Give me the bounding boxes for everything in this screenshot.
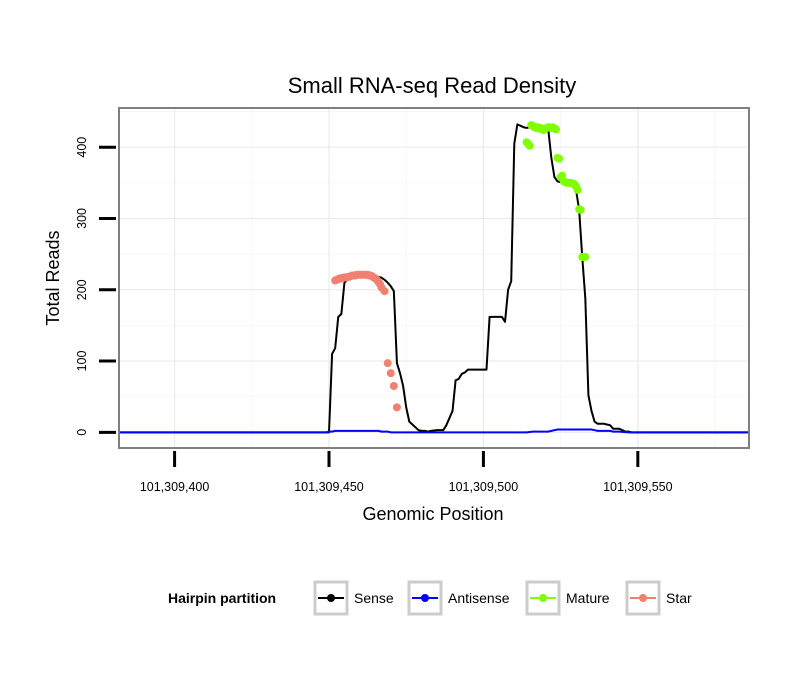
legend-label-sense: Sense	[354, 590, 394, 606]
x-tick-label: 101,309,500	[449, 480, 519, 494]
x-tick-label: 101,309,450	[294, 480, 364, 494]
data-point-star	[383, 359, 392, 368]
x-tick-label: 101,309,550	[603, 480, 673, 494]
y-axis-title: Total Reads	[43, 230, 63, 325]
y-axis: 0 100 200 300 400	[75, 137, 116, 436]
data-point-mature	[581, 252, 590, 261]
data-point-mature	[573, 185, 582, 194]
legend-label-star: Star	[666, 590, 692, 606]
y-tick-label: 400	[75, 137, 89, 158]
data-point-star	[389, 381, 398, 390]
y-tick-label: 300	[75, 208, 89, 229]
legend-label-antisense: Antisense	[448, 590, 510, 606]
data-point-mature	[576, 205, 585, 214]
legend-label-mature: Mature	[566, 590, 610, 606]
data-point-mature	[551, 125, 560, 134]
legend-key-star	[625, 580, 661, 616]
chart-title: Small RNA-seq Read Density	[288, 73, 577, 98]
y-tick-label: 0	[75, 429, 89, 436]
legend-key-point-star	[639, 594, 647, 602]
series-line-antisense	[119, 428, 749, 434]
legend-key-point-antisense	[421, 594, 429, 602]
plot-border	[118, 107, 750, 449]
y-tick-label: 200	[75, 279, 89, 300]
data-point-star	[386, 369, 395, 378]
legend-title: Hairpin partition	[168, 590, 276, 606]
legend-key-point-sense	[327, 594, 335, 602]
data-point-mature	[525, 141, 534, 150]
data-point-star	[392, 403, 401, 412]
legend-key-point-mature	[539, 594, 547, 602]
series-line-sense	[119, 123, 749, 434]
legend: Hairpin partition Sense Antisense Mature St…	[168, 580, 692, 616]
data-point-star	[380, 287, 389, 296]
x-axis: 101,309,400 101,309,450 101,309,500 101,309…	[140, 451, 673, 494]
grid	[119, 108, 749, 448]
plot-background	[119, 108, 749, 448]
x-tick-label: 101,309,400	[140, 480, 210, 494]
data-point-mature	[555, 154, 564, 163]
x-axis-title: Genomic Position	[362, 504, 503, 524]
series-layer	[119, 121, 749, 434]
y-tick-label: 100	[75, 351, 89, 372]
